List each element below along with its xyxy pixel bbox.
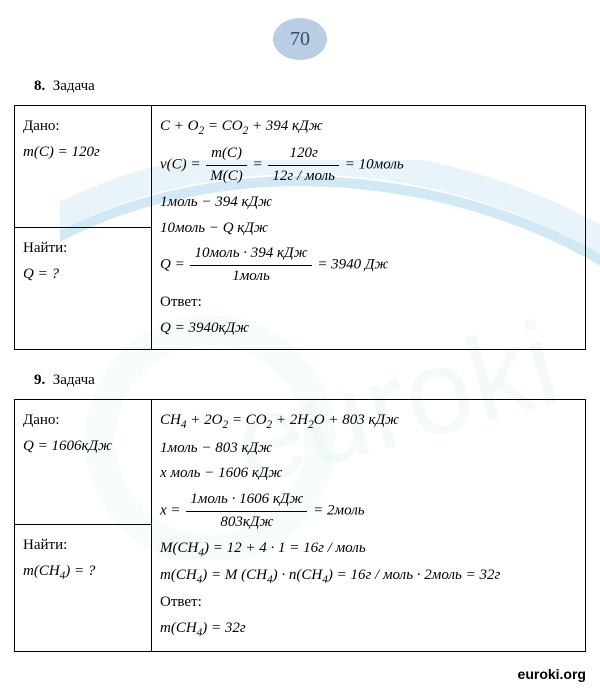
task9-given-eq: Q = 1606кДж (23, 436, 143, 458)
task8-solution-cell: C + O2 = CO2 + 394 кДж ν(C) = m(C)M(C) =… (152, 106, 586, 350)
task9-given-cell: Дано: Q = 1606кДж (15, 400, 152, 525)
task9-eq4: x = 1моль · 1606 кДж803кДж = 2моль (160, 489, 577, 534)
task8-label: Задача (53, 78, 95, 94)
task9-eq6: m(CH4) = M (CH4) · n(CH4) = 16г / моль ·… (160, 565, 577, 588)
task9-eq2: 1моль − 803 кДж (160, 438, 577, 460)
task8-eq3: 1моль − 394 кДж (160, 192, 577, 214)
task8-table: Дано: m(C) = 120г C + O2 = CO2 + 394 кДж… (14, 105, 586, 350)
task9-answer-label: Ответ: (160, 594, 202, 610)
task8-num: 8. (34, 78, 45, 94)
task8-eq1: C + O2 = CO2 + 394 кДж (160, 116, 577, 139)
task9-num: 9. (34, 372, 45, 388)
footer-source: euroki.org (14, 666, 586, 682)
task9-answer: m(CH4) = 32г (160, 618, 577, 641)
task8-title: 8. Задача (34, 78, 586, 95)
task9-find-label: Найти: (23, 537, 67, 553)
task8-eq5: Q = 10моль · 394 кДж1моль = 3940 Дж (160, 243, 577, 288)
task8-find-eq: Q = ? (23, 264, 143, 286)
page-number-badge: 70 (273, 18, 327, 60)
task8-answer-label: Ответ: (160, 294, 202, 310)
task9-solution-cell: CH4 + 2O2 = CO2 + 2H2O + 803 кДж 1моль −… (152, 400, 586, 652)
task9-eq3: x моль − 1606 кДж (160, 463, 577, 485)
task9-table: Дано: Q = 1606кДж CH4 + 2O2 = CO2 + 2H2O… (14, 399, 586, 652)
task9-label: Задача (53, 372, 95, 388)
task8-find-label: Найти: (23, 240, 67, 256)
task9-eq1: CH4 + 2O2 = CO2 + 2H2O + 803 кДж (160, 410, 577, 433)
task9-given-label: Дано: (23, 412, 60, 428)
task9-find-cell: Найти: m(CH4) = ? (15, 524, 152, 651)
task9-find-eq: m(CH4) = ? (23, 561, 143, 584)
task8-given-eq: m(C) = 120г (23, 142, 143, 164)
task9-eq5: M(CH4) = 12 + 4 · 1 = 16г / моль (160, 538, 577, 561)
task9-title: 9. Задача (34, 372, 586, 389)
task8-given-label: Дано: (23, 118, 60, 134)
task8-eq2: ν(C) = m(C)M(C) = 120г12г / моль = 10мол… (160, 143, 577, 188)
task8-eq4: 10моль − Q кДж (160, 218, 577, 240)
task8-answer: Q = 3940кДж (160, 318, 577, 340)
task8-find-cell: Найти: Q = ? (15, 228, 152, 350)
task8-given-cell: Дано: m(C) = 120г (15, 106, 152, 228)
